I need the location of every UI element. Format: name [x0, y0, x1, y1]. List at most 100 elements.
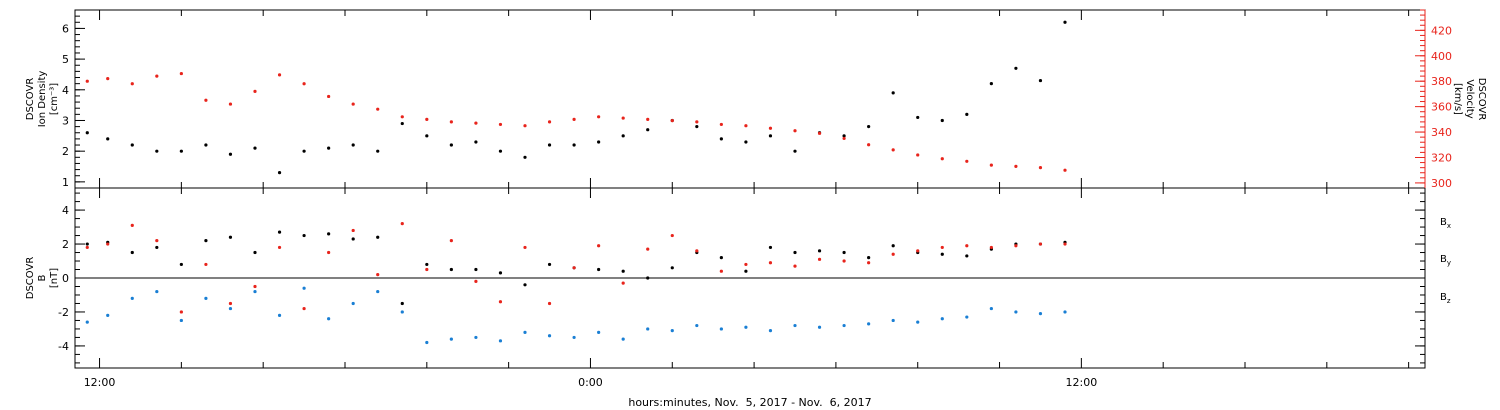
point-series-1-13 [400, 115, 404, 119]
point-series-0-32 [867, 125, 871, 129]
point-series-0-39 [1038, 78, 1043, 83]
point-series-0-8 [277, 171, 282, 175]
point-series-1-17 [498, 122, 503, 127]
point-series-0-19 [547, 143, 552, 147]
point-series-1-21 [597, 115, 601, 119]
point-bz-33 [891, 252, 895, 256]
point-by-28 [768, 329, 773, 333]
point-by-2 [130, 296, 134, 300]
point-series-0-35 [940, 118, 944, 123]
top-panel-frame [74, 9, 1426, 189]
point-series-1-39 [1038, 166, 1043, 170]
point-bz-15 [449, 239, 453, 243]
point-series-0-16 [474, 140, 478, 144]
point-by-36 [965, 315, 969, 319]
point-by-4 [179, 318, 183, 323]
top-right-tick-label-0: 300 [1431, 177, 1452, 190]
point-series-0-13 [400, 121, 404, 126]
point-bx-31 [842, 250, 846, 255]
point-bx-4 [179, 262, 183, 267]
point-series-1-9 [302, 82, 306, 86]
point-series-0-18 [523, 155, 527, 159]
point-bz-2 [130, 223, 134, 227]
point-bx-8 [277, 230, 282, 234]
point-series-0-17 [498, 149, 503, 153]
point-bx-24 [670, 266, 674, 270]
point-series-1-7 [253, 89, 257, 93]
point-series-0-22 [621, 134, 625, 138]
point-by-5 [204, 296, 208, 300]
x-tick-label-0: 12:00 [84, 376, 116, 389]
point-by-9 [302, 286, 306, 290]
legend-bx-sub: x [1447, 222, 1451, 230]
bottom-left-tick-label-3: 2 [62, 238, 69, 251]
point-by-32 [867, 322, 871, 326]
point-series-0-9 [302, 149, 306, 153]
point-series-1-10 [327, 94, 331, 99]
point-bz-10 [327, 250, 331, 255]
top-left-axis-title-line1: DSCOVR [25, 78, 36, 121]
point-series-0-37 [989, 82, 993, 86]
point-bx-0 [85, 242, 89, 246]
point-bz-28 [768, 261, 773, 265]
point-bx-10 [327, 232, 331, 236]
point-series-0-2 [130, 143, 134, 147]
point-bx-2 [130, 250, 134, 255]
bottom-left-axis-title-line1: DSCOVR [25, 257, 36, 300]
point-bx-22 [621, 269, 625, 273]
point-bz-24 [670, 233, 674, 238]
point-by-14 [425, 340, 429, 345]
point-bx-36 [965, 254, 969, 258]
point-series-0-6 [228, 152, 233, 156]
point-by-20 [572, 335, 576, 340]
point-bx-15 [449, 267, 453, 272]
point-bz-35 [940, 245, 944, 250]
point-series-0-33 [891, 91, 895, 95]
point-by-19 [547, 334, 552, 338]
legend-bx-base: B [1440, 217, 1447, 228]
point-bz-27 [744, 262, 748, 267]
top-right-tick-label-5: 400 [1431, 50, 1452, 63]
point-by-38 [1014, 310, 1018, 314]
point-bz-21 [597, 244, 601, 248]
point-series-1-29 [793, 129, 797, 133]
bottom-panel-points [85, 222, 1067, 345]
point-bx-35 [940, 252, 944, 256]
point-bz-16 [474, 279, 478, 283]
point-bx-6 [228, 235, 233, 239]
bottom-left-axis-unit: [nT] [49, 268, 60, 288]
point-bx-13 [400, 301, 404, 306]
point-bz-39 [1038, 242, 1043, 246]
point-bx-5 [204, 239, 208, 243]
point-by-33 [891, 318, 895, 323]
point-by-0 [85, 320, 89, 324]
point-bx-3 [155, 245, 159, 250]
point-series-1-3 [155, 74, 159, 78]
point-series-0-29 [793, 149, 797, 153]
point-bz-31 [842, 259, 846, 263]
bottom-left-tick-label-1: -2 [58, 306, 69, 319]
point-bz-8 [277, 245, 282, 250]
top-panel-points [85, 20, 1067, 175]
point-series-1-20 [572, 117, 576, 121]
point-series-0-14 [425, 134, 429, 138]
point-bz-3 [155, 239, 159, 243]
point-series-1-4 [179, 71, 183, 76]
point-bz-20 [572, 266, 576, 270]
legend-bx: Bx [1440, 217, 1451, 230]
point-by-34 [916, 320, 920, 324]
point-bz-34 [916, 249, 920, 253]
point-bx-21 [597, 267, 601, 272]
legend-bz-base: B [1440, 292, 1447, 303]
point-by-13 [400, 310, 404, 314]
point-series-1-0 [85, 79, 89, 83]
point-bz-29 [793, 264, 797, 268]
top-left-tick-label-2: 3 [62, 114, 69, 127]
point-bz-18 [523, 245, 527, 250]
point-series-1-24 [670, 119, 674, 123]
point-series-0-10 [327, 146, 331, 150]
point-series-1-18 [523, 124, 527, 128]
top-left-axis-title-line2: Ion Density [37, 71, 48, 128]
top-right-axis-unit: [km/s] [1452, 83, 1463, 115]
